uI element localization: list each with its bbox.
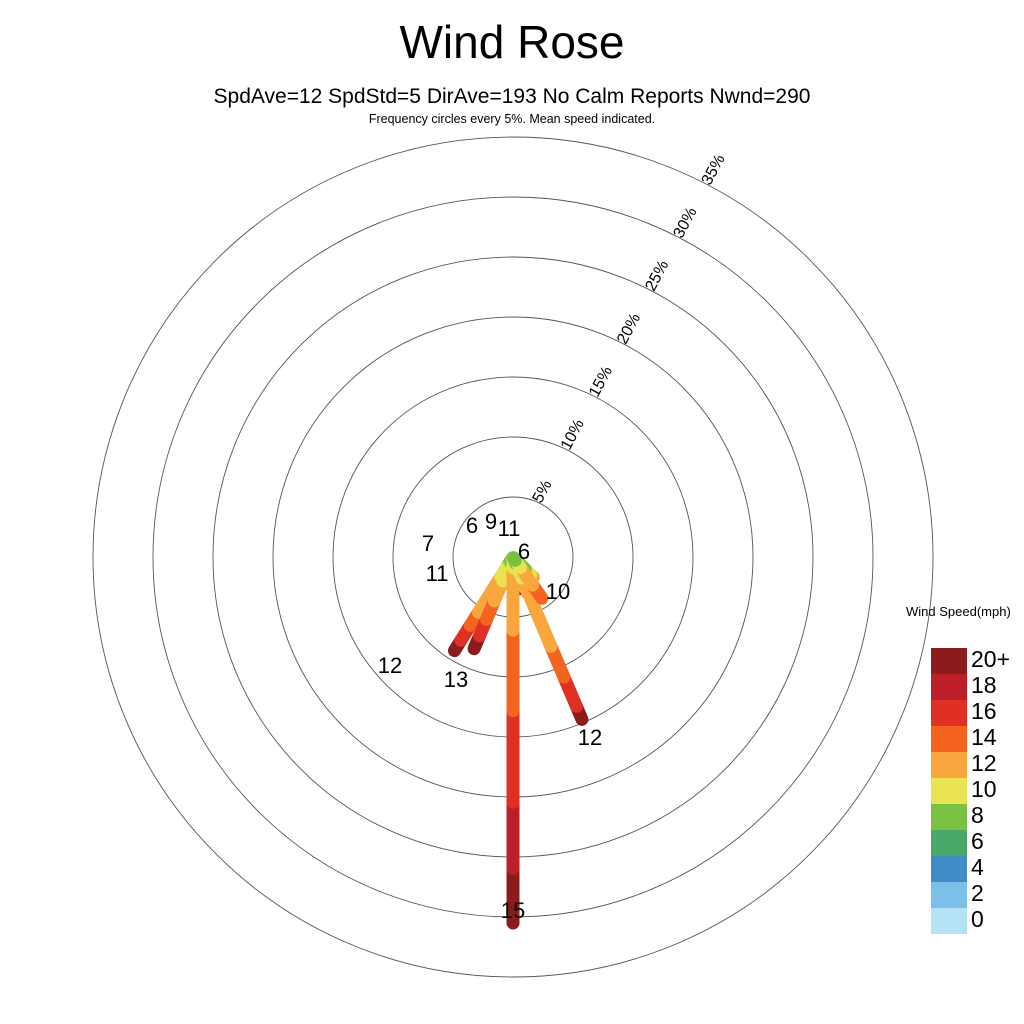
ring-label: 5% [530, 478, 556, 506]
legend-label: 20+ [971, 646, 1011, 672]
ring-label: 10% [558, 417, 588, 453]
legend-swatch [931, 648, 967, 674]
legend-label: 16 [971, 698, 997, 724]
ring-label: 30% [671, 205, 701, 241]
petal-mean-speed-label: 6 [518, 539, 530, 564]
legend-swatch [931, 778, 967, 804]
stats-line: SpdAve=12 SpdStd=5 DirAve=193 No Calm Re… [213, 85, 811, 108]
legend-label: 8 [971, 802, 984, 828]
legend-swatch [931, 908, 967, 934]
legend-swatch [931, 830, 967, 856]
frequency-note: Frequency circles every 5%. Mean speed i… [368, 112, 656, 126]
legend-label: 12 [971, 750, 997, 776]
petal-mean-speed-label: 11 [498, 516, 521, 541]
legend-label: 18 [971, 672, 997, 698]
ring-label: 15% [586, 364, 616, 400]
legend-label: 2 [971, 880, 984, 906]
petal-mean-speed-label: 11 [426, 561, 449, 586]
ring-tick-labels: 5%10% 15% 20% 25% 30% 35% [530, 152, 729, 506]
frequency-ring [92, 136, 934, 978]
petal-mean-speed-label: 12 [378, 653, 402, 678]
legend-swatch [931, 752, 967, 778]
wind-petals [447, 551, 589, 930]
ring-label: 20% [614, 311, 644, 347]
legend-swatch [931, 856, 967, 882]
legend-swatch [931, 804, 967, 830]
petal-segment [507, 551, 522, 567]
petal-mean-speed-label: 7 [422, 531, 434, 556]
legend-title: Wind Speed(mph) [906, 604, 1011, 619]
petal-mean-speed-label: 6 [466, 513, 478, 538]
ring-label: 35% [699, 152, 729, 188]
legend-label: 6 [971, 828, 984, 854]
legend-swatch [931, 700, 967, 726]
legend-swatch [931, 726, 967, 752]
ring-label: 25% [642, 258, 672, 294]
petal-mean-speed-label: 12 [578, 725, 602, 750]
petal-segment [515, 571, 558, 653]
petal-mean-speed-label: 13 [444, 667, 468, 692]
page-title: Wind Rose [399, 16, 625, 68]
petal-mean-speed-label: 9 [485, 509, 497, 534]
legend-label: 4 [971, 854, 984, 880]
petal-mean-speed-label: 15 [501, 898, 525, 923]
legend-label: 14 [971, 724, 997, 750]
legend-color-scale: 20+ 18 16 14 12 10 8 6 4 2 0 [931, 646, 1010, 934]
legend-label: 0 [971, 906, 984, 932]
legend-swatch [931, 674, 967, 700]
legend-label: 10 [971, 776, 997, 802]
legend-swatch [931, 882, 967, 908]
petal-mean-speed-label: 10 [546, 579, 570, 604]
